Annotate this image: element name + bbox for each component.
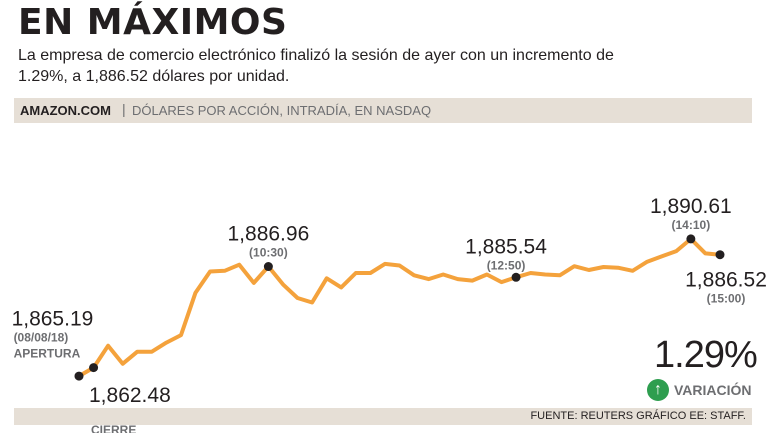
chart-header-band: AMAZON.COM | DÓLARES POR ACCIÓN, INTRADÍ… [14, 98, 752, 123]
annotation-time: (15:00) [707, 292, 746, 306]
annotation-caption: APERTURA [14, 347, 81, 361]
footer-band: FUENTE: REUTERS GRÁFICO EE: STAFF. [14, 408, 752, 425]
source-credit: FUENTE: REUTERS GRÁFICO EE: STAFF. [530, 410, 746, 422]
change-percent: 1.29% [654, 334, 758, 376]
annotation-time: (14:10) [672, 218, 711, 232]
page-title: EN MÁXIMOS [18, 2, 288, 43]
annotation-marker [89, 363, 99, 373]
annotation-marker [715, 250, 725, 260]
chart-description: DÓLARES POR ACCIÓN, INTRADÍA, EN NASDAQ [132, 103, 432, 118]
annotation-value: 1,862.48 [89, 384, 171, 407]
annotation-time: (12:50) [487, 258, 526, 272]
band-separator: | [122, 101, 126, 117]
annotation-caption: CIERRE [91, 423, 136, 433]
annotation-time: (10:30) [249, 246, 288, 260]
annotation-value: 1,890.61 [650, 195, 732, 218]
price-series-line [77, 236, 722, 379]
annotation-value: 1,885.54 [465, 235, 547, 258]
annotation-value: 1,886.96 [228, 223, 310, 246]
annotation-marker [74, 371, 84, 381]
company-name: AMAZON.COM [20, 103, 111, 118]
annotation-value: 1,886.52 [685, 269, 767, 292]
annotation-marker [511, 272, 521, 282]
annotation-value: 1,865.19 [12, 308, 94, 331]
annotation-marker [686, 234, 696, 244]
arrow-up-icon: ↑ [647, 379, 669, 401]
subtitle: La empresa de comercio electrónico final… [18, 47, 614, 85]
annotation-marker [263, 262, 273, 272]
annotation-date: (08/08/18) [14, 331, 69, 345]
change-label: VARIACIÓN [674, 382, 752, 398]
